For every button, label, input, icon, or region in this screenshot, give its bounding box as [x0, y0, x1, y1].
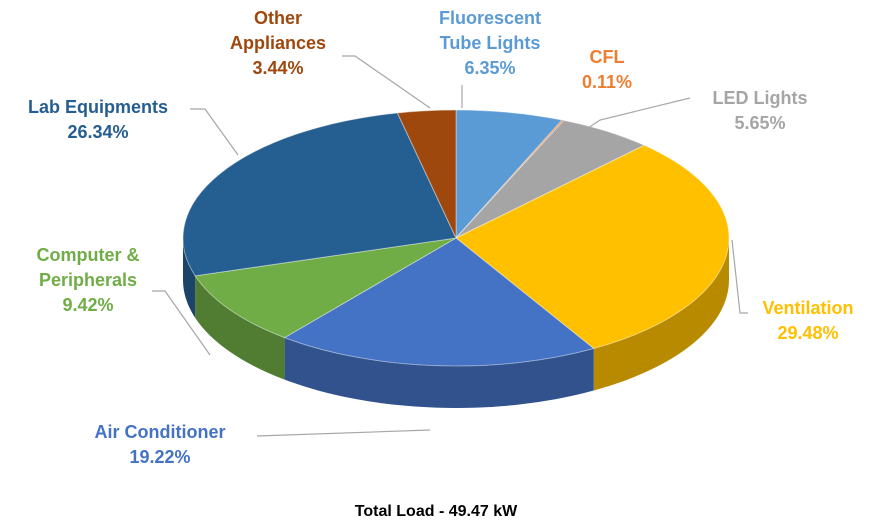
category-label: Other Appliances [229, 8, 327, 53]
category-label: Fluorescent Tube Lights [438, 8, 542, 53]
category-label: Lab Equipments [27, 97, 168, 117]
leader-line [731, 239, 748, 314]
slice [396, 109, 457, 239]
value-label: 3.44% [252, 58, 304, 78]
leader-line [256, 429, 431, 437]
value-label: 6.35% [464, 58, 516, 78]
category-label: Air Conditioner [94, 422, 226, 442]
slice [455, 144, 730, 350]
value-label: 29.48% [777, 323, 839, 343]
slice-side [183, 238, 196, 318]
slice [194, 237, 457, 339]
category-label: Computer & Peripherals [36, 245, 140, 290]
slice [455, 109, 564, 240]
value-label: 9.42% [62, 295, 114, 315]
slice-side [195, 275, 285, 380]
slice-side [284, 337, 594, 408]
slice-label: Other Appliances 3.44% [222, 6, 334, 81]
category-label: CFL [589, 47, 625, 67]
chart-title: Total Load - 49.47 kW [354, 503, 518, 520]
value-label: 19.22% [129, 447, 191, 467]
leader-line [342, 55, 431, 109]
slice [455, 119, 646, 239]
slice [455, 119, 565, 239]
category-label: Ventilation [762, 298, 854, 318]
slice [182, 112, 457, 277]
value-label: 26.34% [67, 122, 129, 142]
value-label: 0.11% [581, 72, 633, 92]
leader-line [152, 290, 211, 356]
slice-label: Air Conditioner 19.22% [60, 420, 260, 470]
slice-label: Fluorescent Tube Lights 6.35% [424, 6, 556, 81]
slice-label: CFL 0.11% [567, 45, 647, 95]
slice [283, 237, 595, 367]
slice-label: LED Lights 5.65% [695, 86, 825, 136]
slice-side [593, 238, 729, 391]
slice-label: Ventilation 29.48% [743, 296, 872, 346]
category-label: LED Lights [712, 88, 808, 108]
slice-label: Computer & Peripherals 9.42% [13, 243, 163, 318]
leader-line [190, 108, 239, 156]
value-label: 5.65% [734, 113, 786, 133]
leader-line [584, 97, 691, 131]
slice-label: Lab Equipments 26.34% [0, 95, 198, 145]
